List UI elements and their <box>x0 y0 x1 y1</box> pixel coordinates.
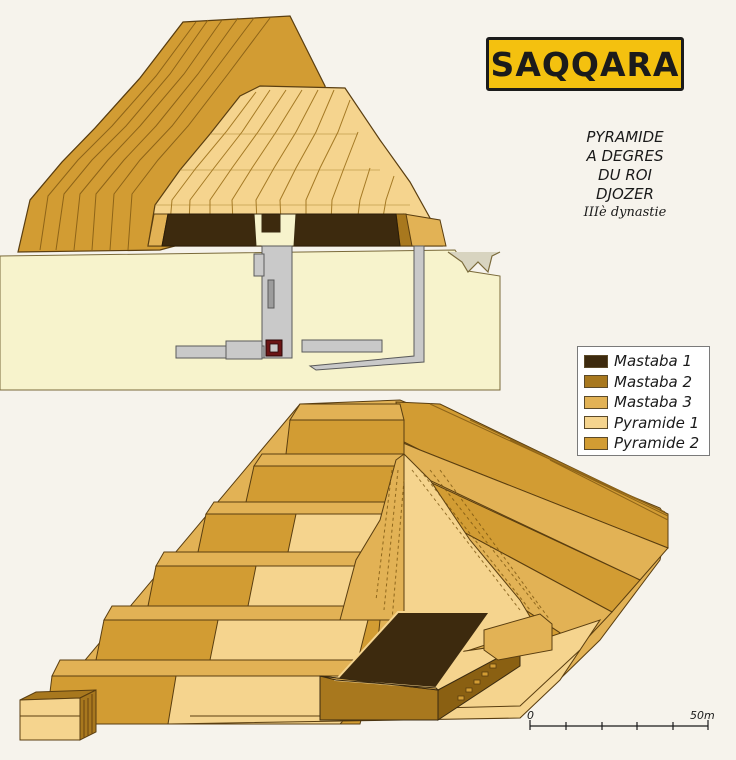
descending-corridor <box>308 245 425 371</box>
scale-bar <box>529 720 709 730</box>
caption-line-1: PYRAMIDE <box>586 128 664 146</box>
caption-line-2: A DEGRES <box>586 147 664 165</box>
central-shaft <box>261 245 293 359</box>
legend-item: Pyramide 1 <box>584 413 709 434</box>
legend-label: Pyramide 2 <box>614 434 700 453</box>
title-box: SAQQARA <box>486 37 684 91</box>
east-gallery <box>301 339 383 353</box>
legend-item: Mastaba 2 <box>584 372 709 393</box>
pyramid-3d-view <box>19 399 669 741</box>
caption-line-3: DU ROI <box>598 166 652 184</box>
legend-swatch <box>584 354 608 368</box>
shaft-slot <box>267 279 275 309</box>
legend-swatch <box>584 416 608 430</box>
scale-start-label: 0 <box>527 709 534 722</box>
legend-swatch <box>584 395 608 409</box>
mastaba-3-sample <box>19 689 97 741</box>
legend: Mastaba 1 Mastaba 2 Mastaba 3 Pyramide 1… <box>577 346 710 456</box>
legend-swatch <box>584 375 608 389</box>
annex-block <box>483 613 553 661</box>
legend-label: Mastaba 1 <box>614 352 693 371</box>
legend-item: Mastaba 1 <box>584 351 709 372</box>
gallery-block <box>225 340 263 360</box>
legend-label: Mastaba 3 <box>614 393 693 412</box>
title: SAQQARA <box>490 44 680 84</box>
side-niche <box>253 253 265 277</box>
legend-item: Pyramide 2 <box>584 433 709 454</box>
pyramide-1-section <box>147 85 443 247</box>
legend-label: Pyramide 1 <box>614 413 700 432</box>
legend-swatch <box>584 436 608 450</box>
legend-item: Mastaba 3 <box>584 392 709 413</box>
cross-section <box>0 15 501 391</box>
caption-line-4: DJOZER <box>596 185 654 203</box>
caption-dynasty: IIIè dynastie <box>583 205 667 220</box>
caption: PYRAMIDE A DEGRES DU ROI DJOZER IIIè dyn… <box>540 128 710 222</box>
scale-end-label: 50m <box>690 709 715 722</box>
legend-label: Mastaba 2 <box>614 372 693 391</box>
ground-section <box>0 249 501 391</box>
ground-surface <box>447 251 501 274</box>
underground-galleries <box>175 245 425 371</box>
